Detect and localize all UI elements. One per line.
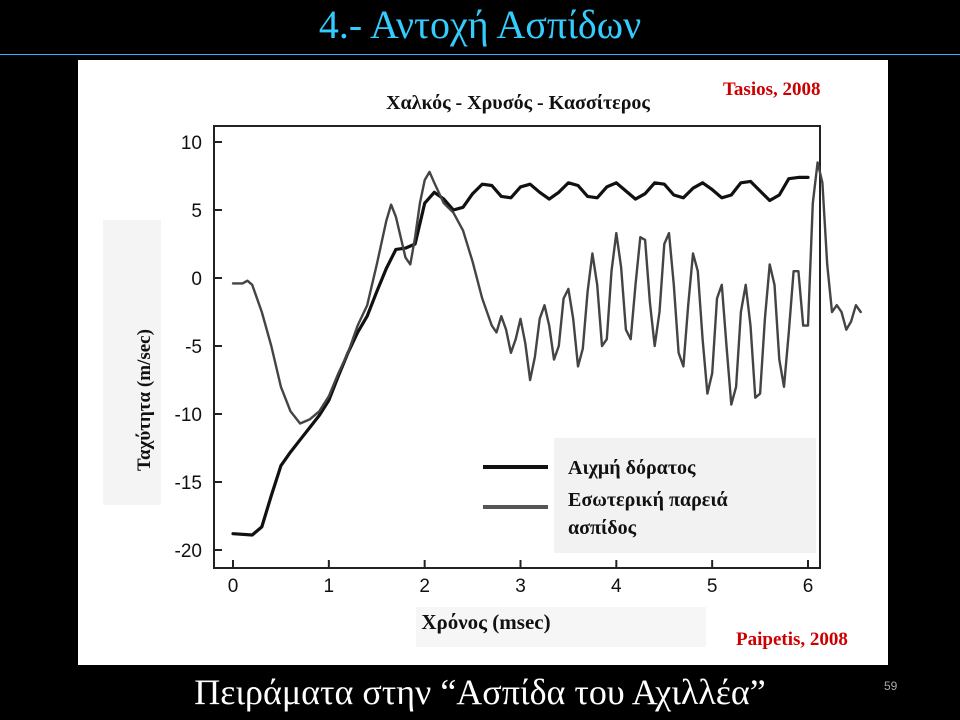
y-tick-label: -15 [175, 473, 202, 494]
legend-box [554, 438, 816, 553]
xlabel-patch [416, 607, 706, 647]
x-tick-label: 0 [228, 576, 239, 597]
ylabel-patch [103, 220, 161, 505]
series-shield-inner-line [231, 161, 862, 425]
x-axis-label: Χρόνος (msec) [421, 610, 550, 634]
legend-label-shield: Εσωτερική παρειά ασπίδος [568, 489, 733, 539]
page-number: 59 [884, 679, 898, 693]
velocity-chart: Χαλκός - Χρυσός - Κασσίτερος Tasios, 200… [103, 79, 862, 650]
legend-label-spear: Αιχμή δόρατος [568, 457, 696, 479]
legend-label-shield-line1: Εσωτερική παρειά [568, 489, 728, 511]
credit-top: Tasios, 2008 [723, 79, 821, 100]
chart-title: Χαλκός - Χρυσός - Κασσίτερος [386, 92, 650, 114]
x-tick-label: 3 [515, 576, 526, 597]
slide-caption: Πειράματα στην “Ασπίδα του Αχιλλέα” [194, 672, 766, 712]
y-tick-label: 5 [191, 201, 202, 222]
y-axis-label: Ταχύτητα (m/sec) [134, 329, 155, 471]
slide-title: 4.- Αντοχή Ασπίδων [318, 2, 642, 47]
x-tick-label: 5 [707, 576, 718, 597]
legend-label-shield-line2: ασπίδος [568, 517, 637, 539]
x-tick-label: 2 [419, 576, 430, 597]
y-tick-label: -20 [175, 541, 202, 562]
x-tick-label: 6 [803, 576, 814, 597]
x-tick-label: 4 [611, 576, 622, 597]
y-tick-label: -5 [185, 337, 202, 358]
chart-figure: Χαλκός - Χρυσός - Κασσίτερος Tasios, 200… [78, 60, 888, 665]
y-tick-label: 10 [181, 133, 202, 154]
title-patch [383, 80, 638, 118]
y-tick-label: -10 [175, 405, 202, 426]
y-tick-label: 0 [191, 269, 202, 290]
credit-bottom: Paipetis, 2008 [736, 629, 848, 650]
series-lines [231, 161, 862, 537]
x-tick-label: 1 [324, 576, 335, 597]
title-divider [0, 54, 960, 55]
axis-ticks: 10 5 0 -5 -10 -15 -20 0 1 2 3 4 5 6 [175, 133, 814, 597]
